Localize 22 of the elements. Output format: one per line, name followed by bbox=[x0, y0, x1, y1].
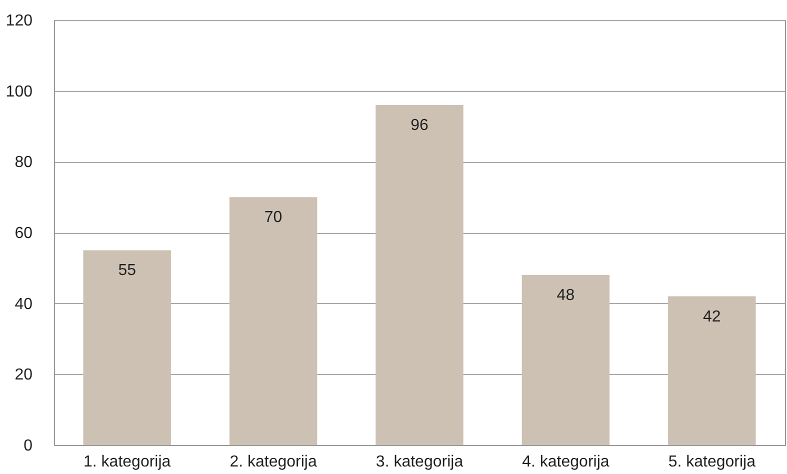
y-tick-label: 80 bbox=[14, 154, 33, 172]
x-tick-label: 4. kategorija bbox=[522, 454, 610, 470]
bar bbox=[522, 275, 610, 445]
y-tick-label: 0 bbox=[24, 438, 33, 454]
data-label: 70 bbox=[264, 209, 282, 226]
data-label: 42 bbox=[703, 308, 721, 326]
bar bbox=[229, 197, 318, 445]
x-tick-label: 5. kategorija bbox=[668, 454, 756, 470]
x-tick-label: 3. kategorija bbox=[376, 454, 464, 470]
data-label: 48 bbox=[556, 287, 575, 304]
x-tick-label: 1. kategorija bbox=[84, 454, 171, 470]
y-tick-label: 120 bbox=[6, 12, 33, 30]
data-label: 96 bbox=[410, 117, 428, 134]
bar bbox=[668, 296, 756, 445]
y-tick-label: 100 bbox=[6, 83, 33, 100]
data-label: 55 bbox=[118, 262, 136, 280]
bar bbox=[376, 105, 464, 445]
y-tick-label: 20 bbox=[14, 366, 33, 384]
y-tick-label: 60 bbox=[14, 225, 33, 242]
x-tick-label: 2. kategorija bbox=[230, 454, 317, 470]
bar bbox=[83, 250, 171, 445]
y-tick-label: 40 bbox=[14, 296, 33, 313]
